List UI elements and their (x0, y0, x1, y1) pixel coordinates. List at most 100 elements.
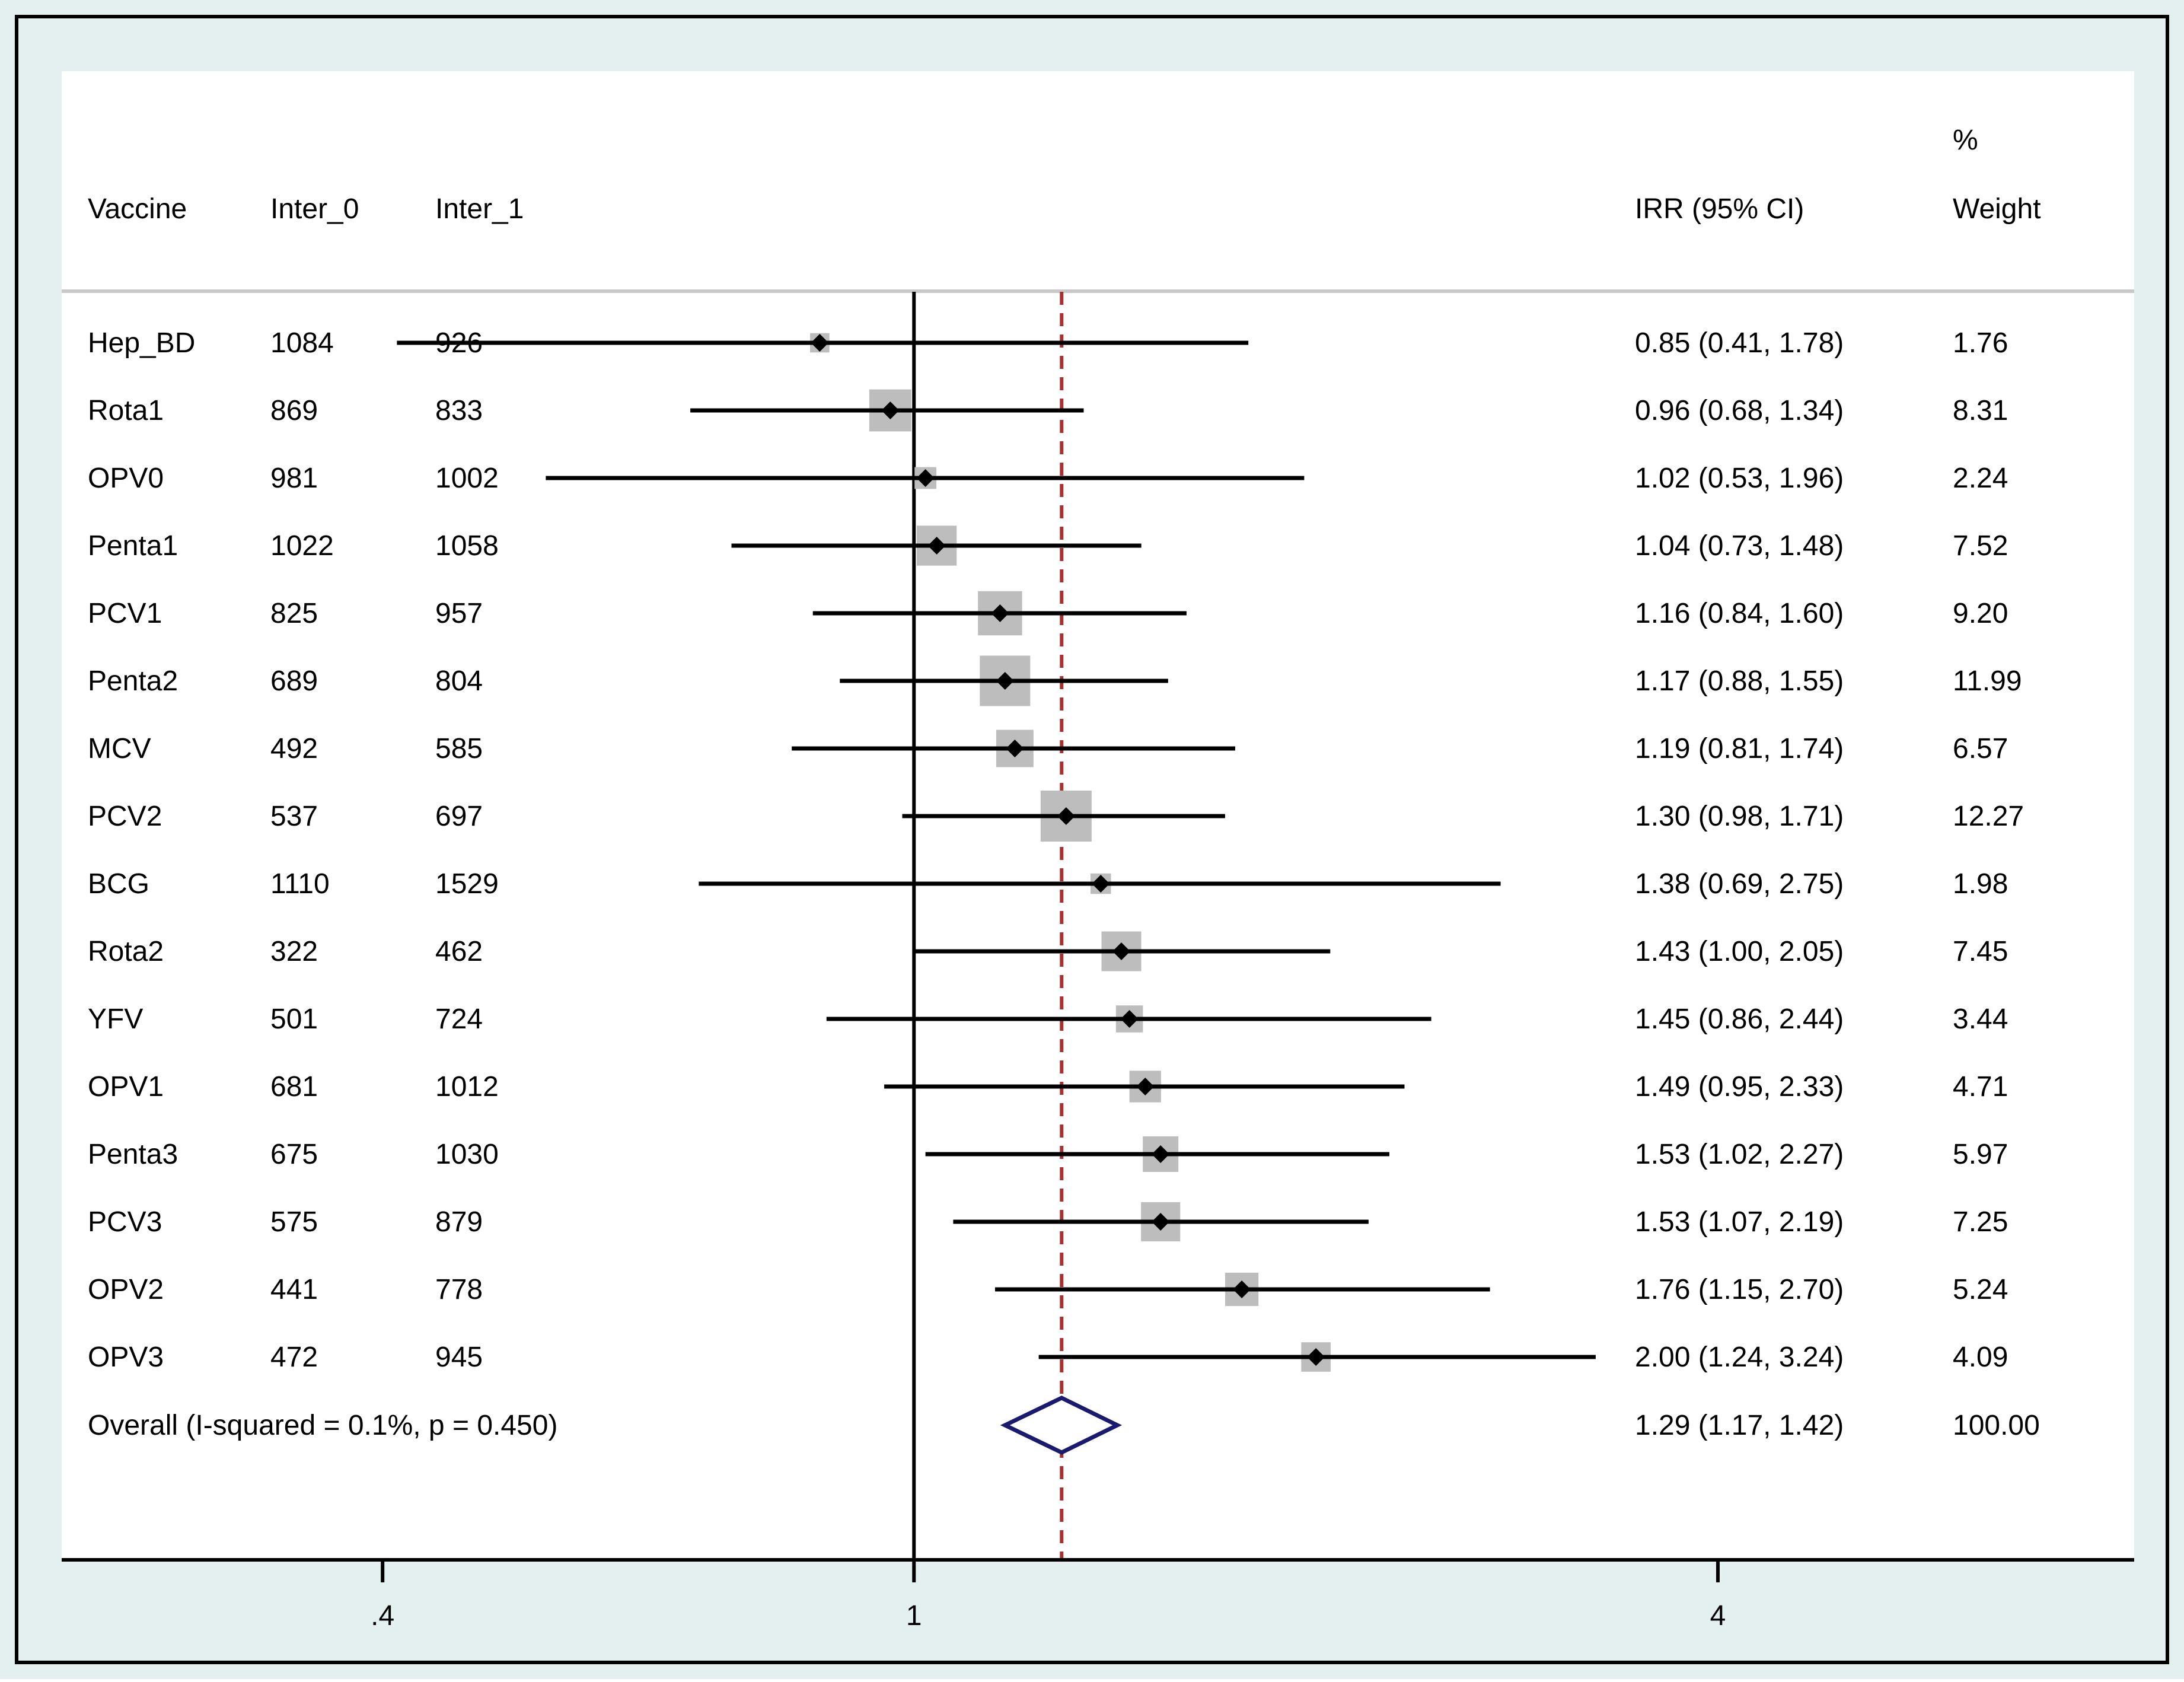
weight-value: 1.98 (1953, 868, 2008, 900)
study-row: YFV 501 724 1.45 (0.86, 2.44) 3.44 (88, 1004, 2008, 1035)
vaccine-label: OPV1 (88, 1071, 164, 1103)
inter-1-value: 804 (435, 665, 483, 697)
study-row: PCV3 575 879 1.53 (1.07, 2.19) 7.25 (88, 1202, 2008, 1242)
study-row: Penta3 675 1030 1.53 (1.02, 2.27) 5.97 (88, 1136, 2008, 1172)
header-inter-1: Inter_1 (435, 193, 524, 225)
x-axis-ticks: .4 1 4 (371, 1560, 1726, 1632)
weight-value: 7.25 (1953, 1206, 2008, 1238)
inter-0-value: 1110 (270, 868, 330, 900)
study-row: Rota1 869 833 0.96 (0.68, 1.34) 8.31 (88, 389, 2008, 432)
inter-1-value: 585 (435, 733, 483, 764)
point-estimate (1006, 740, 1024, 757)
point-estimate (1136, 1078, 1155, 1095)
inter-1-value: 1002 (435, 463, 499, 494)
study-row: OPV1 681 1012 1.49 (0.95, 2.33) 4.71 (88, 1071, 2008, 1103)
point-estimate (1092, 875, 1110, 893)
study-row: Hep_BD 1084 926 0.85 (0.41, 1.78) 1.76 (88, 327, 2008, 359)
x-tick-label: 1 (906, 1600, 922, 1632)
irr-ci-value: 0.85 (0.41, 1.78) (1635, 327, 1844, 359)
point-estimate (1120, 1010, 1139, 1028)
irr-ci-value: 1.38 (0.69, 2.75) (1635, 868, 1844, 900)
irr-ci-value: 1.04 (0.73, 1.48) (1635, 530, 1844, 562)
vaccine-label: OPV0 (88, 463, 164, 494)
inter-1-value: 1030 (435, 1139, 499, 1170)
inter-1-value: 778 (435, 1274, 483, 1305)
vaccine-label: Penta3 (88, 1139, 178, 1170)
vaccine-label: OPV2 (88, 1274, 164, 1305)
vaccine-label: OPV3 (88, 1342, 164, 1373)
inter-0-value: 575 (270, 1206, 318, 1238)
vaccine-label: YFV (88, 1004, 143, 1035)
irr-ci-value: 1.02 (0.53, 1.96) (1635, 463, 1844, 494)
vaccine-label: PCV2 (88, 801, 162, 832)
study-rows: Hep_BD 1084 926 0.85 (0.41, 1.78) 1.76 Rota1 8… (88, 327, 2024, 1373)
vaccine-label: Hep_BD (88, 327, 195, 359)
study-row: OPV3 472 945 2.00 (1.24, 3.24) 4.09 (88, 1342, 2008, 1373)
point-estimate (1233, 1280, 1251, 1298)
weight-value: 2.24 (1953, 463, 2008, 494)
header-weight-percent: % (1953, 125, 1978, 156)
vaccine-label: Rota1 (88, 395, 164, 426)
inter-0-value: 501 (270, 1004, 318, 1035)
point-estimate (811, 334, 829, 352)
inter-0-value: 825 (270, 598, 318, 629)
overall-weight: 100.00 (1953, 1410, 2040, 1441)
weight-value: 9.20 (1953, 598, 2008, 629)
inter-0-value: 1022 (270, 530, 334, 562)
point-estimate (927, 537, 946, 555)
vaccine-label: Penta2 (88, 665, 178, 697)
study-row: OPV0 981 1002 1.02 (0.53, 1.96) 2.24 (88, 463, 2008, 494)
irr-ci-value: 1.76 (1.15, 2.70) (1635, 1274, 1844, 1305)
inter-1-value: 697 (435, 801, 483, 832)
point-estimate (991, 604, 1009, 622)
irr-ci-value: 1.16 (0.84, 1.60) (1635, 598, 1844, 629)
study-row: MCV 492 585 1.19 (0.81, 1.74) 6.57 (88, 729, 2008, 767)
inter-1-value: 1012 (435, 1071, 499, 1103)
vaccine-label: MCV (88, 733, 151, 764)
x-tick-label: 4 (1710, 1600, 1726, 1632)
study-row: Penta1 1022 1058 1.04 (0.73, 1.48) 7.52 (88, 525, 2008, 566)
vaccine-label: Penta1 (88, 530, 178, 562)
inter-0-value: 537 (270, 801, 318, 832)
point-estimate (996, 672, 1014, 690)
inter-1-value: 833 (435, 395, 483, 426)
overall-row: Overall (I-squared = 0.1%, p = 0.450) 1.… (88, 1396, 2040, 1455)
irr-ci-value: 1.19 (0.81, 1.74) (1635, 733, 1844, 764)
study-row: Penta2 689 804 1.17 (0.88, 1.55) 11.99 (88, 655, 2022, 706)
irr-ci-value: 1.53 (1.07, 2.19) (1635, 1206, 1844, 1238)
inter-1-value: 1058 (435, 530, 499, 562)
point-estimate (1112, 942, 1131, 960)
weight-value: 5.97 (1953, 1139, 2008, 1170)
inter-1-value: 462 (435, 936, 483, 967)
vaccine-label: PCV3 (88, 1206, 162, 1238)
header-weight: Weight (1953, 193, 2041, 225)
study-row: Rota2 322 462 1.43 (1.00, 2.05) 7.45 (88, 931, 2008, 971)
inter-0-value: 441 (270, 1274, 318, 1305)
inter-1-value: 945 (435, 1342, 483, 1373)
weight-value: 5.24 (1953, 1274, 2008, 1305)
inter-0-value: 681 (270, 1071, 318, 1103)
irr-ci-value: 1.53 (1.02, 2.27) (1635, 1139, 1844, 1170)
inter-0-value: 492 (270, 733, 318, 764)
header-inter-0: Inter_0 (270, 193, 359, 225)
irr-ci-value: 1.43 (1.00, 2.05) (1635, 936, 1844, 967)
point-estimate (1307, 1348, 1325, 1366)
study-row: BCG 1110 1529 1.38 (0.69, 2.75) 1.98 (88, 868, 2008, 900)
vaccine-label: BCG (88, 868, 149, 900)
point-estimate (1152, 1145, 1170, 1163)
inter-1-value: 724 (435, 1004, 483, 1035)
outer-border (15, 15, 2169, 1664)
inter-1-value: 879 (435, 1206, 483, 1238)
header-vaccine: Vaccine (88, 193, 187, 225)
point-estimate (881, 402, 900, 419)
vaccine-label: PCV1 (88, 598, 162, 629)
weight-value: 7.52 (1953, 530, 2008, 562)
inter-0-value: 869 (270, 395, 318, 426)
weight-value: 11.99 (1953, 665, 2022, 697)
header-irr: IRR (95% CI) (1635, 193, 1804, 225)
weight-value: 8.31 (1953, 395, 2008, 426)
irr-ci-value: 1.49 (0.95, 2.33) (1635, 1071, 1844, 1103)
overall-diamond (1000, 1396, 1123, 1455)
weight-value: 12.27 (1953, 801, 2024, 832)
irr-ci-value: 1.30 (0.98, 1.71) (1635, 801, 1844, 832)
